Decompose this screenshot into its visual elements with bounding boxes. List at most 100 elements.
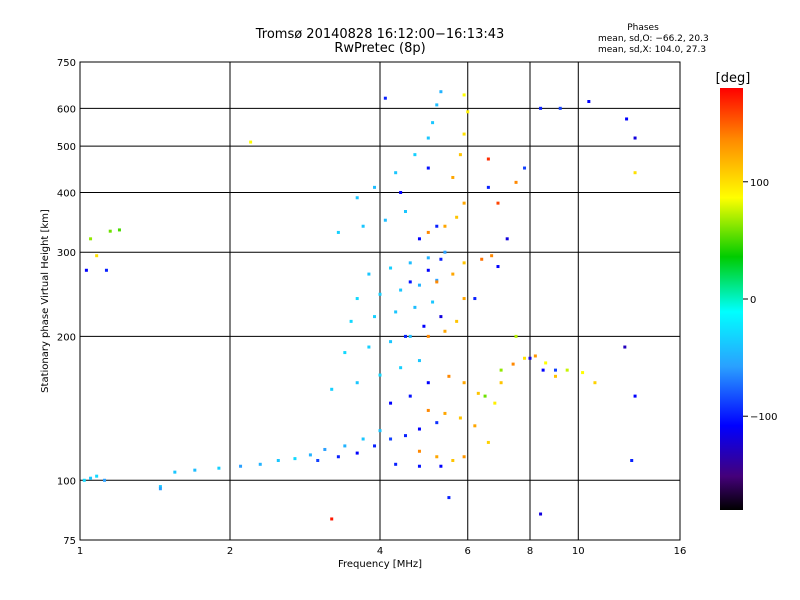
data-point <box>89 237 93 241</box>
data-point <box>476 391 480 395</box>
data-point <box>373 185 377 189</box>
data-point <box>249 140 253 144</box>
x-tick-label: 1 <box>77 546 83 557</box>
data-point <box>541 368 545 372</box>
phases-title: Phases <box>627 23 659 33</box>
data-point <box>431 121 435 125</box>
colorbar <box>720 88 743 510</box>
data-point <box>633 136 637 140</box>
x-tick-label: 6 <box>465 546 471 557</box>
data-point <box>408 261 412 265</box>
y-tick-label: 500 <box>57 142 76 153</box>
data-point <box>514 334 518 338</box>
data-point <box>435 280 439 284</box>
data-point <box>462 93 466 97</box>
data-point <box>625 117 629 121</box>
data-point <box>389 266 393 270</box>
data-point <box>439 315 443 319</box>
x-tick-label: 10 <box>572 546 585 557</box>
data-point <box>581 371 585 375</box>
data-point <box>435 224 439 228</box>
data-point <box>413 153 417 157</box>
data-point <box>82 478 86 482</box>
plot-frame <box>79 61 681 541</box>
data-point <box>426 136 430 140</box>
data-point <box>408 394 412 398</box>
y-axis-ticks: 75 100 200 300 400 500 600 750 <box>57 58 76 547</box>
data-point <box>399 190 403 194</box>
data-point <box>435 421 439 425</box>
data-point <box>462 297 466 301</box>
data-point <box>193 468 197 472</box>
data-point <box>499 381 503 385</box>
data-point <box>276 458 280 462</box>
data-point <box>553 368 557 372</box>
data-point <box>426 256 430 260</box>
data-point <box>462 261 466 265</box>
data-point <box>413 305 417 309</box>
data-point <box>89 476 93 480</box>
data-point <box>104 268 108 272</box>
colorbar-tick-label: 0 <box>750 295 756 306</box>
data-point <box>417 449 421 453</box>
data-point <box>426 408 430 412</box>
data-points <box>82 90 637 521</box>
data-point <box>496 265 500 269</box>
data-point <box>480 257 484 261</box>
data-point <box>443 329 447 333</box>
phases-x-stats: mean, sd,X: 104.0, 27.3 <box>598 45 707 55</box>
data-point <box>343 351 347 355</box>
data-point <box>623 345 627 349</box>
data-point <box>455 215 459 219</box>
data-point <box>417 237 421 241</box>
data-point <box>439 464 443 468</box>
data-point <box>443 224 447 228</box>
data-point <box>462 381 466 385</box>
data-point <box>394 462 398 466</box>
data-point <box>447 374 451 378</box>
colorbar-tick-label: 100 <box>750 178 769 189</box>
data-point <box>451 272 455 276</box>
y-tick-label: 100 <box>57 476 76 487</box>
data-point <box>367 345 371 349</box>
data-point <box>458 416 462 420</box>
y-tick-label: 200 <box>57 332 76 343</box>
data-point <box>565 368 569 372</box>
data-point <box>158 485 162 489</box>
data-point <box>426 268 430 272</box>
data-point <box>483 394 487 398</box>
x-tick-label: 4 <box>377 546 383 557</box>
x-tick-label: 16 <box>674 546 687 557</box>
data-point <box>533 354 537 358</box>
data-point <box>490 254 494 258</box>
data-point <box>394 310 398 314</box>
data-point <box>403 434 407 438</box>
data-point <box>316 458 320 462</box>
data-point <box>239 464 243 468</box>
data-point <box>330 517 334 521</box>
data-point <box>308 453 312 457</box>
data-point <box>95 254 99 258</box>
data-point <box>593 381 597 385</box>
data-point <box>367 272 371 276</box>
data-point <box>343 444 347 448</box>
data-point <box>336 455 340 459</box>
data-point <box>486 185 490 189</box>
data-point <box>355 196 359 200</box>
data-point <box>443 250 447 254</box>
data-point <box>403 210 407 214</box>
data-point <box>523 166 527 170</box>
data-point <box>373 444 377 448</box>
data-point <box>539 512 543 516</box>
data-point <box>422 324 426 328</box>
data-point <box>630 458 634 462</box>
data-point <box>361 437 365 441</box>
data-point <box>587 100 591 104</box>
data-point <box>514 180 518 184</box>
data-point <box>493 401 497 405</box>
data-point <box>417 283 421 287</box>
data-point <box>462 455 466 459</box>
data-point <box>426 334 430 338</box>
data-point <box>394 171 398 175</box>
